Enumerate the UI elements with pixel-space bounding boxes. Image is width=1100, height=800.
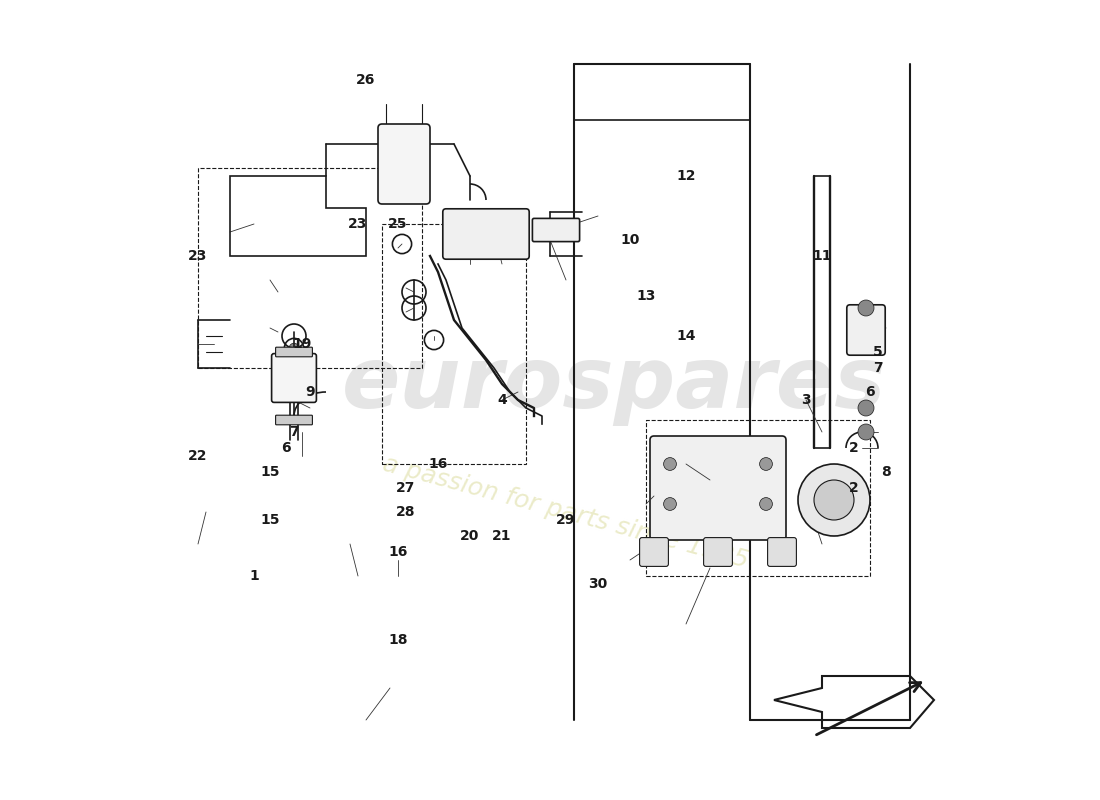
Text: 2: 2 bbox=[849, 441, 859, 455]
FancyBboxPatch shape bbox=[276, 347, 312, 357]
Bar bbox=[646, 420, 870, 576]
Circle shape bbox=[760, 498, 772, 510]
Circle shape bbox=[663, 498, 676, 510]
Text: 11: 11 bbox=[812, 249, 832, 263]
Circle shape bbox=[858, 400, 874, 416]
Text: 16: 16 bbox=[388, 545, 408, 559]
Text: 29: 29 bbox=[557, 513, 575, 527]
Text: 15: 15 bbox=[261, 513, 279, 527]
Text: 4: 4 bbox=[497, 393, 507, 407]
Text: 2: 2 bbox=[849, 481, 859, 495]
Text: a passion for parts since 1985: a passion for parts since 1985 bbox=[381, 451, 751, 573]
Bar bbox=[382, 224, 526, 464]
Text: 6: 6 bbox=[282, 441, 290, 455]
Text: 18: 18 bbox=[388, 633, 408, 647]
Text: 6: 6 bbox=[866, 385, 874, 399]
FancyBboxPatch shape bbox=[532, 218, 580, 242]
Circle shape bbox=[858, 424, 874, 440]
Circle shape bbox=[760, 458, 772, 470]
Circle shape bbox=[484, 222, 504, 242]
Text: 25: 25 bbox=[388, 217, 408, 231]
Text: 23: 23 bbox=[349, 217, 367, 231]
Text: 16: 16 bbox=[428, 457, 448, 471]
Text: 30: 30 bbox=[588, 577, 607, 591]
Circle shape bbox=[858, 300, 874, 316]
Text: 26: 26 bbox=[356, 73, 376, 87]
Text: 8: 8 bbox=[881, 465, 891, 479]
FancyBboxPatch shape bbox=[847, 305, 886, 355]
Text: 13: 13 bbox=[636, 289, 656, 303]
Text: 1: 1 bbox=[249, 569, 258, 583]
FancyBboxPatch shape bbox=[650, 436, 786, 540]
Text: 10: 10 bbox=[620, 233, 640, 247]
Text: 5: 5 bbox=[873, 345, 883, 359]
Text: 9: 9 bbox=[305, 385, 315, 399]
Text: 21: 21 bbox=[493, 529, 512, 543]
Text: 12: 12 bbox=[676, 169, 695, 183]
Text: 7: 7 bbox=[873, 361, 883, 375]
FancyBboxPatch shape bbox=[443, 209, 529, 259]
Text: eurospares: eurospares bbox=[342, 342, 887, 426]
FancyBboxPatch shape bbox=[378, 124, 430, 204]
FancyBboxPatch shape bbox=[272, 354, 317, 402]
Bar bbox=[198, 168, 422, 368]
Circle shape bbox=[456, 222, 475, 242]
Text: 3: 3 bbox=[801, 393, 811, 407]
Text: 28: 28 bbox=[396, 505, 416, 519]
Circle shape bbox=[798, 464, 870, 536]
FancyBboxPatch shape bbox=[639, 538, 669, 566]
Text: 19: 19 bbox=[293, 337, 311, 351]
Text: 7: 7 bbox=[289, 425, 299, 439]
FancyBboxPatch shape bbox=[704, 538, 733, 566]
Text: 27: 27 bbox=[396, 481, 416, 495]
Text: 20: 20 bbox=[460, 529, 480, 543]
Text: 15: 15 bbox=[261, 465, 279, 479]
Text: 14: 14 bbox=[676, 329, 695, 343]
Circle shape bbox=[289, 343, 299, 353]
Circle shape bbox=[814, 480, 854, 520]
FancyBboxPatch shape bbox=[276, 415, 312, 425]
Circle shape bbox=[663, 458, 676, 470]
Text: 22: 22 bbox=[188, 449, 208, 463]
FancyBboxPatch shape bbox=[768, 538, 796, 566]
Text: 23: 23 bbox=[188, 249, 208, 263]
